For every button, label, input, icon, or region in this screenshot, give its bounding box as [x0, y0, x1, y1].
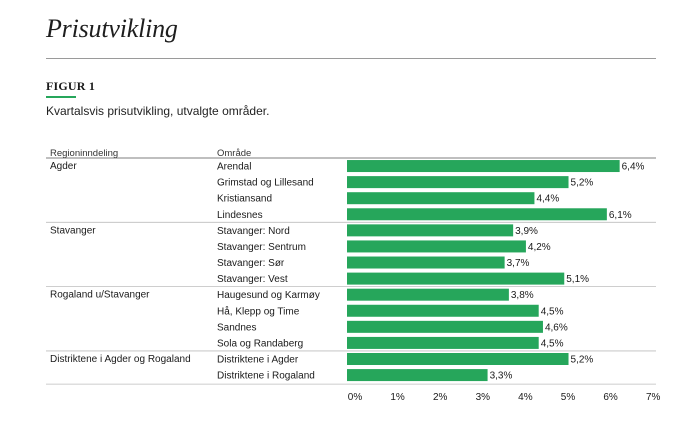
area-label: Sandnes: [217, 322, 256, 333]
area-label: Arendal: [217, 162, 251, 173]
area-label: Stavanger: Vest: [217, 274, 288, 285]
bar: [347, 304, 539, 317]
area-label: Sola og Randaberg: [217, 338, 303, 349]
bar: [347, 176, 569, 189]
data-label: 4,4%: [536, 194, 559, 205]
area-label: Stavanger: Sør: [217, 258, 285, 269]
data-label: 3,8%: [511, 290, 534, 301]
data-label: 3,7%: [507, 258, 530, 269]
column-header-area: Område: [217, 148, 251, 159]
data-label: 4,6%: [545, 322, 568, 333]
region-label: Distriktene i Agder og Rogaland: [50, 354, 191, 365]
figure-label: FIGUR 1: [46, 79, 96, 93]
area-label: Grimstad og Lillesand: [217, 178, 314, 189]
figure-label-underline: [46, 96, 76, 98]
data-label: 3,3%: [490, 371, 513, 382]
bar: [347, 369, 488, 382]
bar: [347, 353, 569, 365]
bar: [347, 192, 535, 205]
bar: [347, 336, 539, 349]
area-label: Distriktene i Agder: [217, 355, 299, 366]
bar: [347, 256, 505, 269]
bar: [347, 224, 514, 237]
title-divider: [46, 58, 656, 59]
x-tick-label: 1%: [390, 392, 405, 403]
bar: [347, 272, 565, 285]
x-tick-label: 5%: [561, 392, 576, 403]
area-label: Lindesnes: [217, 210, 263, 221]
bar: [347, 320, 543, 333]
x-tick-label: 3%: [476, 392, 491, 403]
bar: [347, 288, 509, 301]
data-label: 4,5%: [541, 338, 564, 349]
data-label: 6,4%: [622, 162, 645, 173]
x-tick-label: 2%: [433, 392, 448, 403]
area-label: Kristiansand: [217, 194, 272, 205]
data-label: 5,2%: [571, 178, 594, 189]
area-label: Haugesund og Karmøy: [217, 290, 320, 301]
data-label: 6,1%: [609, 210, 632, 221]
area-label: Stavanger: Sentrum: [217, 242, 306, 253]
area-label: Stavanger: Nord: [217, 226, 290, 237]
x-tick-label: 6%: [603, 392, 618, 403]
data-label: 4,2%: [528, 242, 551, 253]
region-label: Agder: [50, 161, 77, 172]
area-label: Hå, Klepp og Time: [217, 305, 300, 317]
data-label: 5,1%: [566, 274, 589, 285]
bar: [347, 160, 620, 173]
bar: [347, 208, 607, 221]
bar: [347, 240, 526, 253]
area-label: Distriktene i Rogaland: [217, 371, 315, 382]
x-tick-label: 4%: [518, 392, 533, 403]
page-title: Prisutvikling: [46, 14, 178, 43]
x-tick-label: 7%: [646, 392, 661, 403]
region-label: Stavanger: [50, 225, 96, 236]
region-label: Rogaland u/Stavanger: [50, 290, 150, 301]
x-tick-label: 0%: [348, 392, 363, 403]
data-label: 4,5%: [541, 306, 564, 317]
figure-description: Kvartalsvis prisutvikling, utvalgte områ…: [46, 104, 270, 118]
data-label: 5,2%: [571, 355, 594, 366]
data-label: 3,9%: [515, 226, 538, 237]
column-header-region: Regioninndeling: [50, 148, 118, 159]
